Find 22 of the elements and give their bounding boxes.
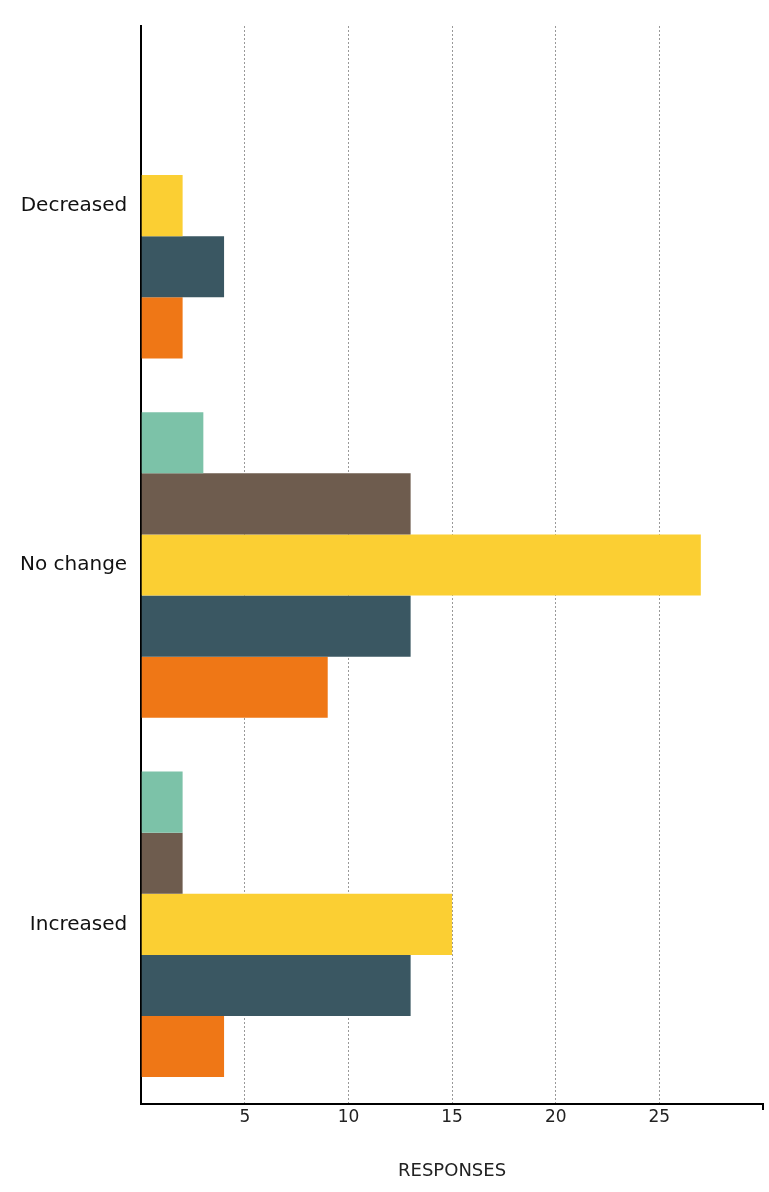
y-tick-label: Increased xyxy=(29,910,128,935)
bar xyxy=(141,832,183,894)
bar xyxy=(141,893,453,955)
y-tick-label: No change xyxy=(19,551,128,576)
x-tick-label: 10 xyxy=(337,1105,360,1126)
y-tick-label: Decreased xyxy=(20,191,128,216)
bar xyxy=(141,175,183,237)
x-tick-label: 15 xyxy=(441,1105,463,1126)
bar xyxy=(141,656,328,718)
bar xyxy=(141,534,701,596)
bar xyxy=(141,412,204,474)
bar xyxy=(141,954,411,1016)
x-tick-label: 25 xyxy=(648,1105,671,1126)
x-tick-label: 20 xyxy=(544,1105,567,1126)
bar xyxy=(141,473,411,535)
bar xyxy=(141,771,183,833)
x-tick-label: 5 xyxy=(239,1105,251,1126)
bar xyxy=(141,236,225,298)
bar xyxy=(141,1015,225,1078)
bar xyxy=(141,297,183,359)
x-axis-title: RESPONSES xyxy=(398,1158,507,1180)
bar xyxy=(141,595,411,657)
